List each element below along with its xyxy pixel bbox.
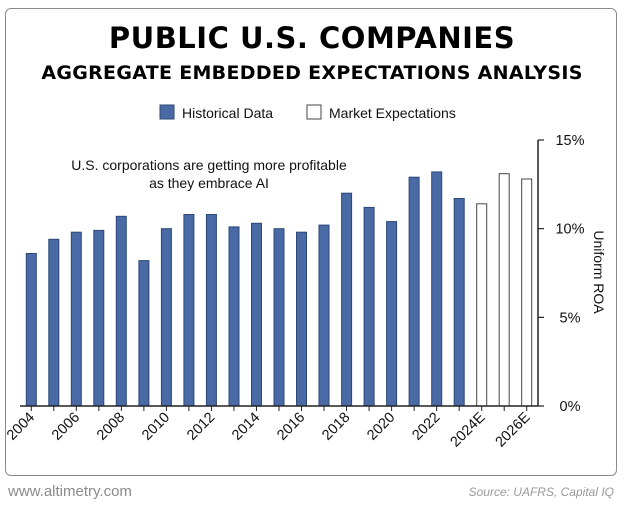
x-tick-label: 2010 [139,410,173,444]
bar-historical [183,214,195,407]
x-tick-label: 2006 [49,410,83,444]
annotation-line-1: U.S. corporations are getting more profi… [71,157,347,173]
bar-historical [453,198,465,407]
bar-historical [363,206,375,407]
website-footer: www.altimetry.com [8,483,132,500]
x-tick-label: 2026E [493,409,534,450]
chart-frame [5,8,617,476]
y-axis-label: Uniform ROA [591,230,607,314]
bar-historical [408,176,420,407]
x-tick-label: 2022 [409,410,443,444]
annotation: U.S. corporations are getting more profi… [71,157,347,191]
bar-historical [318,224,330,407]
x-tick-label: 2014 [229,410,263,444]
legend-label-historical: Historical Data [182,105,273,121]
x-tick-label: 2012 [184,410,218,444]
bar-historical [386,221,398,407]
y-tick-label: 15% [555,133,584,149]
bar-historical [138,260,150,407]
chart-title: PUBLIC U.S. COMPANIES [108,21,516,55]
bar-historical [228,226,240,407]
bar-expectation [476,203,488,407]
source-footer: Source: UAFRS, Capital IQ [468,485,614,499]
x-ticks: 2004 2006 2008 2010 2012 2014 2016 2018 2020 2022… [4,406,534,450]
bar-historical [115,215,127,407]
bars [25,171,533,407]
bar-historical [160,228,172,407]
x-tick-label: 2016 [274,410,308,444]
bar-historical [205,214,217,407]
legend-swatch-expectations [306,104,322,120]
x-tick-label: 2004 [4,410,38,444]
bar-historical [25,253,37,407]
legend-label-expectations: Market Expectations [329,105,456,121]
x-tick-label: 2018 [319,410,353,444]
chart-subtitle: AGGREGATE EMBEDDED EXPECTATIONS ANALYSIS [41,62,583,84]
legend-swatch-historical [159,104,175,120]
bar-historical [48,238,60,407]
bar-expectation [498,173,510,407]
y-tick-label: 5% [560,310,581,326]
y-tick-label: 10% [555,222,584,238]
x-tick-label: 2008 [94,410,128,444]
bar-expectation [521,178,533,407]
bar-historical [296,231,307,407]
bar-historical [93,229,105,407]
bar-historical [70,231,82,407]
y-ticks: 0% 5% 10% 15% [538,133,585,415]
bar-historical [251,222,262,407]
annotation-line-2: as they embrace AI [149,175,269,191]
bar-historical [431,171,443,407]
bar-historical [341,192,353,407]
x-tick-label: 2024E [448,409,489,450]
x-tick-label: 2020 [364,410,398,444]
legend: Historical Data Market Expectations [159,104,456,121]
bar-historical [273,228,285,407]
y-tick-label: 0% [560,399,581,415]
